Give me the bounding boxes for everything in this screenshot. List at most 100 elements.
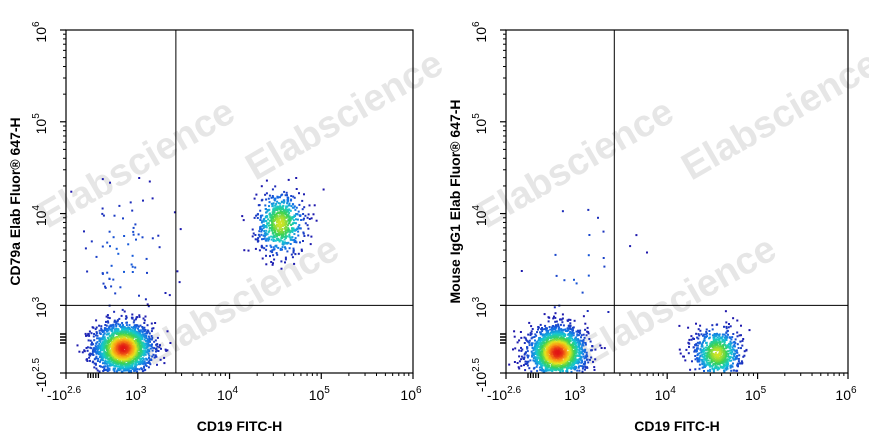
event-dot xyxy=(284,247,287,250)
event-dot xyxy=(123,310,126,313)
event-dot xyxy=(304,214,307,217)
event-dot xyxy=(523,356,526,359)
event-dot xyxy=(117,334,120,337)
event-dot xyxy=(285,216,288,219)
event-dot xyxy=(702,347,705,350)
event-dot xyxy=(265,226,268,229)
event-dot xyxy=(278,208,281,211)
event-dot xyxy=(266,210,269,213)
event-dot xyxy=(694,355,697,357)
event-dot xyxy=(147,366,150,369)
event-dot xyxy=(588,338,591,340)
event-dot xyxy=(134,346,137,349)
y-tick-label: -102.5 xyxy=(31,357,49,392)
event-dot xyxy=(143,322,146,324)
event-dot xyxy=(267,224,270,227)
event-dot xyxy=(575,282,578,285)
event-dot xyxy=(591,345,594,347)
event-dot xyxy=(90,332,93,335)
event-dot xyxy=(521,348,524,351)
event-dot xyxy=(586,330,589,333)
event-dot xyxy=(142,349,145,352)
event-dot xyxy=(292,249,295,252)
event-dot xyxy=(284,232,287,235)
event-dot xyxy=(122,325,125,328)
event-dot xyxy=(568,327,571,330)
event-dot xyxy=(132,233,135,236)
event-dot xyxy=(100,358,103,361)
event-dot xyxy=(551,352,554,355)
event-dot xyxy=(282,208,284,211)
event-dot xyxy=(151,355,154,358)
event-dot xyxy=(141,359,144,362)
event-dot xyxy=(743,354,746,357)
event-dot xyxy=(106,320,109,323)
event-dot xyxy=(557,367,560,370)
event-dot xyxy=(602,257,605,259)
event-dot xyxy=(561,329,564,332)
event-dot xyxy=(532,349,535,352)
event-dot xyxy=(545,366,548,369)
event-dot xyxy=(695,350,698,353)
event-dot xyxy=(518,349,521,352)
event-dot xyxy=(132,343,135,346)
event-dot xyxy=(566,354,569,357)
event-dot xyxy=(141,370,144,373)
event-dot xyxy=(535,334,538,337)
event-dot xyxy=(552,317,555,320)
event-dot xyxy=(570,370,573,373)
event-dot xyxy=(567,333,570,336)
event-dot xyxy=(537,344,539,347)
event-dot xyxy=(99,350,101,353)
event-dot xyxy=(545,327,548,330)
event-dot xyxy=(561,333,564,336)
event-dot xyxy=(290,230,293,233)
event-dot xyxy=(572,345,574,347)
event-dot xyxy=(701,359,704,362)
event-dot xyxy=(274,231,277,234)
event-dot xyxy=(711,365,714,368)
event-dot xyxy=(286,200,289,203)
event-dot xyxy=(296,218,299,221)
event-dot xyxy=(92,349,95,352)
event-dot xyxy=(693,338,695,340)
event-dot xyxy=(114,320,117,323)
event-dot xyxy=(295,218,297,221)
event-dot xyxy=(295,188,298,190)
event-dot xyxy=(711,367,714,370)
event-dot xyxy=(116,359,118,362)
event-dot xyxy=(276,229,279,232)
event-dot xyxy=(104,286,107,289)
event-dot xyxy=(119,326,122,329)
event-dot xyxy=(119,364,122,367)
event-dot xyxy=(706,355,709,358)
event-dot xyxy=(550,365,553,368)
event-dot xyxy=(520,270,523,272)
x-tick-label: -102.6 xyxy=(47,385,82,403)
event-dot xyxy=(125,321,128,324)
event-dot xyxy=(262,227,265,230)
event-dot xyxy=(740,324,742,327)
event-dot xyxy=(701,362,704,365)
event-dot xyxy=(692,346,695,349)
event-dot xyxy=(279,221,282,224)
event-dot xyxy=(559,355,562,358)
event-dot xyxy=(143,330,146,332)
event-dot xyxy=(594,348,597,351)
event-dot xyxy=(581,344,584,347)
event-dot xyxy=(268,236,271,239)
event-dot xyxy=(114,345,117,348)
event-dot xyxy=(740,347,742,350)
event-dot xyxy=(136,370,139,373)
event-dot xyxy=(556,364,559,367)
event-dot xyxy=(98,343,101,345)
event-dot xyxy=(569,332,572,335)
event-dot xyxy=(256,238,259,241)
event-dot xyxy=(291,236,294,239)
event-dot xyxy=(728,343,731,346)
event-dot xyxy=(140,361,142,364)
event-dot xyxy=(565,366,568,369)
event-dot xyxy=(289,243,292,245)
event-dot xyxy=(103,355,105,358)
event-dot xyxy=(518,360,521,363)
